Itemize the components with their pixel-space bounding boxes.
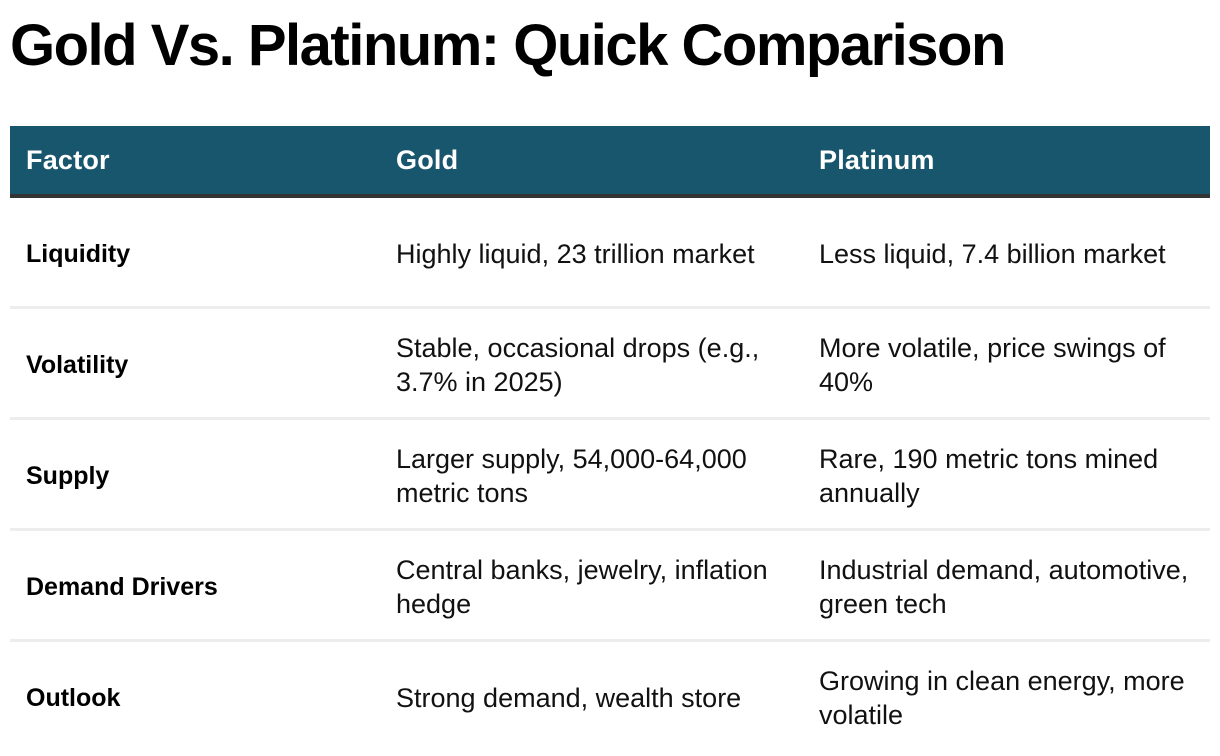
table-row-demand-drivers: Demand Drivers Central banks, jewelry, i… bbox=[10, 531, 1210, 642]
platinum-cell: Growing in clean energy, more volatile bbox=[819, 666, 1185, 730]
gold-cell: Larger supply, 54,000-64,000 metric tons bbox=[396, 444, 747, 508]
platinum-cell: More volatile, price swings of 40% bbox=[819, 333, 1166, 397]
table-row-liquidity: Liquidity Highly liquid, 23 trillion mar… bbox=[10, 198, 1210, 309]
table-row-outlook: Outlook Strong demand, wealth store Grow… bbox=[10, 642, 1210, 750]
factor-cell: Outlook bbox=[26, 683, 121, 712]
factor-cell: Supply bbox=[26, 461, 110, 490]
column-header-factor: Factor bbox=[26, 144, 110, 175]
gold-cell: Central banks, jewelry, inflation hedge bbox=[396, 555, 768, 619]
column-header-gold: Gold bbox=[396, 144, 459, 175]
gold-cell: Stable, occasional drops (e.g., 3.7% in … bbox=[396, 333, 760, 397]
comparison-table: Factor Gold Platinum Liquidity Highly li… bbox=[10, 126, 1210, 750]
table-header-row: Factor Gold Platinum bbox=[10, 126, 1210, 198]
page-title: Gold Vs. Platinum: Quick Comparison bbox=[10, 13, 1006, 78]
platinum-cell: Industrial demand, automotive, green tec… bbox=[819, 555, 1189, 619]
gold-cell: Highly liquid, 23 trillion market bbox=[396, 239, 755, 269]
gold-cell: Strong demand, wealth store bbox=[396, 683, 742, 713]
factor-cell: Demand Drivers bbox=[26, 572, 218, 601]
column-header-platinum: Platinum bbox=[819, 144, 935, 175]
factor-cell: Liquidity bbox=[26, 239, 131, 268]
platinum-cell: Rare, 190 metric tons mined annually bbox=[819, 444, 1159, 508]
factor-cell: Volatility bbox=[26, 350, 129, 379]
platinum-cell: Less liquid, 7.4 billion market bbox=[819, 239, 1166, 269]
table-row-supply: Supply Larger supply, 54,000-64,000 metr… bbox=[10, 420, 1210, 531]
table-row-volatility: Volatility Stable, occasional drops (e.g… bbox=[10, 309, 1210, 420]
